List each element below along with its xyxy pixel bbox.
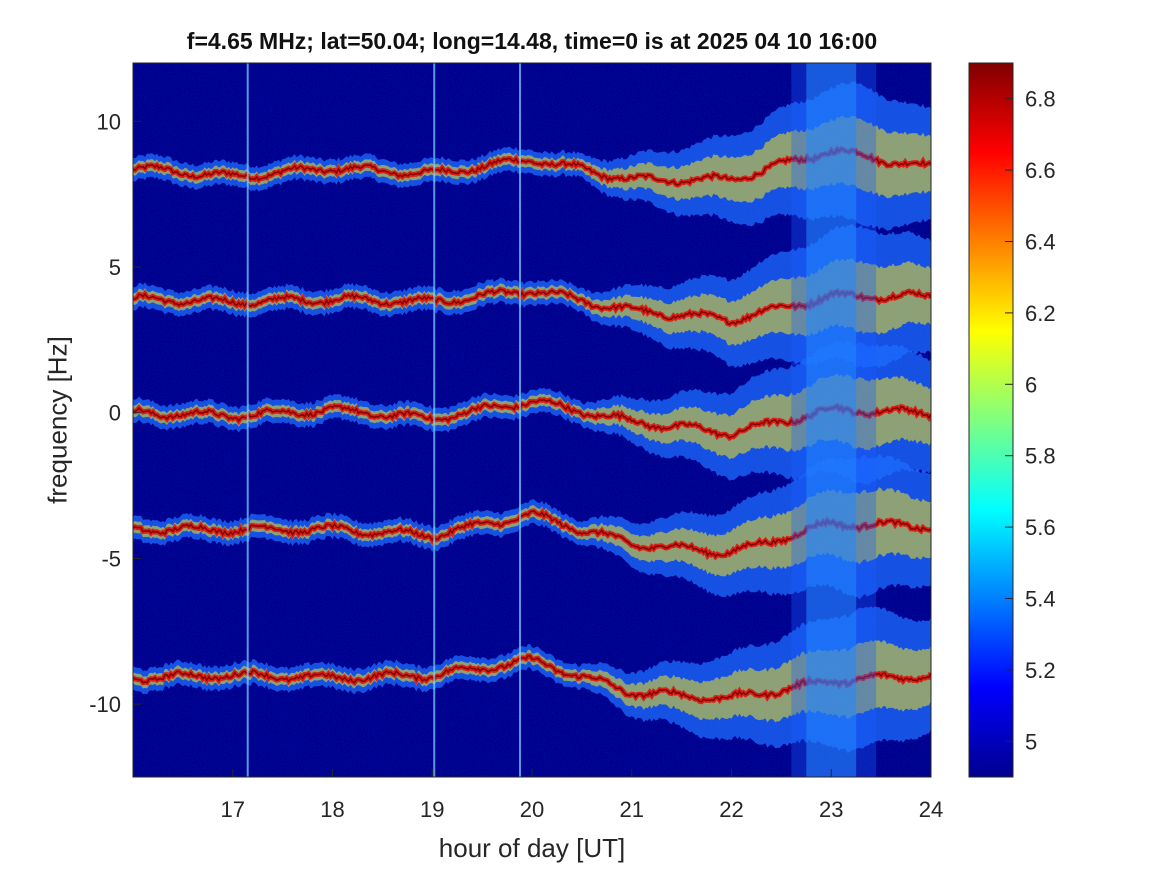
x-tick-label: 19 xyxy=(420,797,444,822)
colorbar-tick-label: 5.8 xyxy=(1025,444,1056,469)
x-tick-label: 24 xyxy=(919,797,943,822)
y-tick-label: -10 xyxy=(89,692,121,717)
y-axis-label: frequency [Hz] xyxy=(42,336,73,504)
colorbar-tick-label: 6.2 xyxy=(1025,301,1056,326)
spectrogram-plot xyxy=(132,62,932,778)
x-tick-label: 17 xyxy=(221,797,245,822)
colorbar-tick-label: 6.4 xyxy=(1025,230,1056,255)
x-tick-label: 18 xyxy=(320,797,344,822)
colorbar: 5 5.2 5.4 5.6 5.8 6 6.2 6.4 6.6 6.8 xyxy=(968,62,1056,778)
x-tick-label: 21 xyxy=(620,797,644,822)
y-axis-ticks: 10 5 0 -5 -10 xyxy=(89,109,141,717)
colorbar-tick-label: 6 xyxy=(1025,372,1037,397)
colorbar-ticks: 5 5.2 5.4 5.6 5.8 6 6.2 6.4 6.6 6.8 xyxy=(1005,87,1056,754)
x-axis-label: hour of day [UT] xyxy=(438,833,626,863)
x-axis-ticks: 17 18 19 20 21 22 23 24 xyxy=(221,769,943,822)
y-tick-label: 10 xyxy=(97,109,121,134)
colorbar-tick-label: 5.4 xyxy=(1025,587,1056,612)
colorbar-tick-label: 5 xyxy=(1025,729,1037,754)
y-tick-label: -5 xyxy=(101,546,121,571)
chart-title: f=4.65 MHz; lat=50.04; long=14.48, time=… xyxy=(186,28,878,54)
broadband-disturbance xyxy=(133,63,931,777)
colorbar-tick-label: 6.8 xyxy=(1025,87,1056,112)
colorbar-frame xyxy=(968,62,1014,778)
speckle-noise xyxy=(133,63,931,777)
spectrogram-marks xyxy=(133,63,931,777)
colorbar-gradient xyxy=(969,63,1013,777)
x-tick-label: 22 xyxy=(719,797,743,822)
y-tick-label: 0 xyxy=(109,401,121,426)
x-tick-label: 23 xyxy=(819,797,843,822)
colorbar-tick-label: 5.2 xyxy=(1025,658,1056,683)
y-tick-label: 5 xyxy=(109,255,121,280)
colorbar-tick-label: 5.6 xyxy=(1025,515,1056,540)
colorbar-tick-label: 6.6 xyxy=(1025,158,1056,183)
x-tick-label: 20 xyxy=(520,797,544,822)
